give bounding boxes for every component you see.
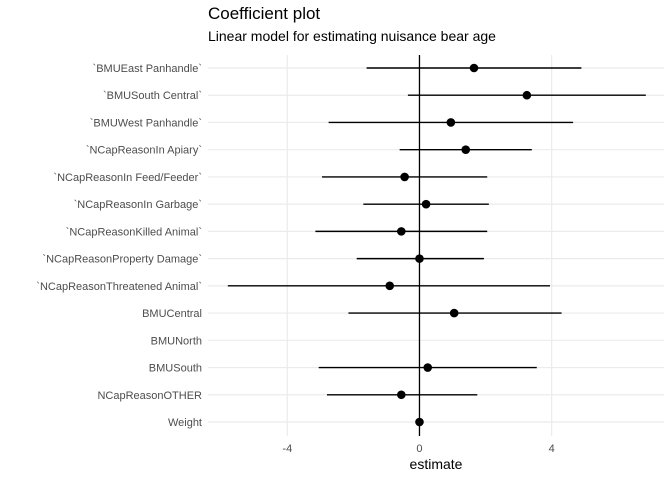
x-tick-label: 4: [549, 443, 555, 455]
estimate-point: [522, 90, 532, 100]
y-tick-label: BMUSouth: [149, 363, 202, 375]
y-tick-label: `BMUEast Panhandle`: [93, 63, 202, 75]
estimate-point: [385, 281, 395, 291]
y-tick-label: `NCapReasonIn Apiary`: [86, 145, 202, 157]
estimate-point: [421, 199, 431, 209]
estimate-point: [461, 145, 471, 154]
y-tick-label: BMUCentral: [142, 308, 202, 320]
estimate-point: [415, 417, 424, 427]
y-tick-label: `NCapReasonIn Feed/Feeder`: [53, 172, 202, 184]
estimate-point: [446, 118, 456, 127]
estimate-point: [469, 63, 479, 73]
estimate-point: [423, 363, 433, 372]
estimate-point: [449, 308, 459, 318]
y-tick-label: `NCapReasonIn Garbage`: [74, 199, 202, 211]
x-axis-title: estimate: [409, 456, 463, 472]
chart-subtitle: Linear model for estimating nuisance bea…: [208, 28, 496, 44]
y-tick-label: `NCapReasonKilled Animal`: [66, 226, 202, 238]
y-tick-label: `BMUWest Panhandle`: [90, 117, 202, 129]
chart-title: Coefficient plot: [208, 4, 321, 23]
estimate-point: [415, 254, 424, 263]
estimate-point: [400, 172, 409, 182]
x-tick-label: -4: [282, 443, 292, 455]
y-tick-label: NCapReasonOTHER: [97, 390, 202, 402]
y-tick-label: `NCapReasonProperty Damage`: [42, 254, 202, 266]
y-tick-label: BMUNorth: [151, 335, 202, 347]
estimate-point: [397, 227, 406, 236]
x-tick-label: 0: [416, 443, 422, 455]
estimate-point: [397, 390, 406, 400]
y-tick-label: `NCapReasonThreatened Animal`: [36, 281, 202, 293]
y-tick-label: `BMUSouth Central`: [103, 90, 202, 102]
y-tick-label: Weight: [168, 417, 202, 429]
